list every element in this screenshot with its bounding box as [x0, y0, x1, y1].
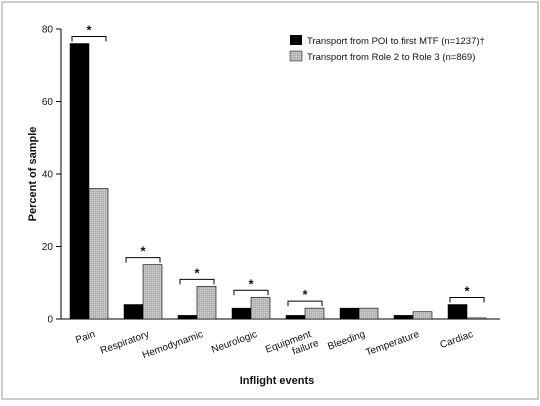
- legend-label-series-2: Transport from Role 2 to Role 3 (n=869): [307, 52, 475, 63]
- bar-series-1-cardiac: [447, 304, 468, 320]
- significance-bracket: [449, 297, 485, 303]
- significance-asterisk: *: [194, 265, 200, 280]
- y-tick-label: 60: [42, 97, 54, 108]
- significance-asterisk: *: [464, 284, 470, 299]
- significance-asterisk: *: [140, 244, 146, 259]
- bar-series-2-respiratory: [142, 264, 163, 320]
- bar-series-2-cardiac: [466, 317, 487, 320]
- y-axis: 0 20 40 60 80: [42, 25, 62, 326]
- legend: Transport from POI to first MTF (n=1237)…: [289, 35, 485, 63]
- bar-series-1-hemodynamic: [177, 315, 198, 320]
- bar-series-1-equipment-failure: [285, 315, 306, 320]
- bar-series-2-neurologic: [250, 296, 271, 320]
- bar-series-2-hemodynamic: [196, 286, 217, 320]
- x-axis-label: Inflight events: [240, 375, 315, 387]
- legend-label-series-1: Transport from POI to first MTF (n=1237)…: [307, 36, 485, 47]
- significance-asterisk: *: [248, 276, 254, 291]
- legend-swatch-series-1: [290, 35, 302, 45]
- bar-series-2-temperature: [412, 311, 433, 320]
- y-axis-label: Percent of sample: [27, 127, 39, 222]
- y-tick-label: 80: [42, 25, 54, 36]
- bar-series-1-neurologic: [231, 307, 252, 320]
- significance-bracket: [179, 278, 215, 285]
- significance-bracket: [71, 36, 107, 42]
- bar-series-2-pain: [88, 188, 109, 320]
- y-tick-label: 40: [42, 170, 54, 181]
- bars: [69, 43, 487, 320]
- significance-bracket: [125, 257, 161, 263]
- significance-bracket: [287, 300, 323, 307]
- significance-asterisk: *: [302, 287, 308, 302]
- significance-bracket: [233, 289, 269, 296]
- y-tick-label: 20: [42, 242, 54, 253]
- bar-series-1-bleeding: [339, 307, 360, 320]
- legend-swatch-series-2: [289, 50, 303, 62]
- bar-series-2-equipment-failure: [304, 307, 325, 320]
- bar-series-1-respiratory: [123, 304, 144, 320]
- significance-asterisk: *: [86, 23, 92, 38]
- significance-markers: * * * * * *: [71, 23, 485, 307]
- bar-series-1-temperature: [393, 315, 414, 320]
- bar-series-1-pain: [69, 43, 90, 320]
- y-tick-label: 0: [47, 315, 53, 326]
- bar-series-2-bleeding: [358, 307, 379, 320]
